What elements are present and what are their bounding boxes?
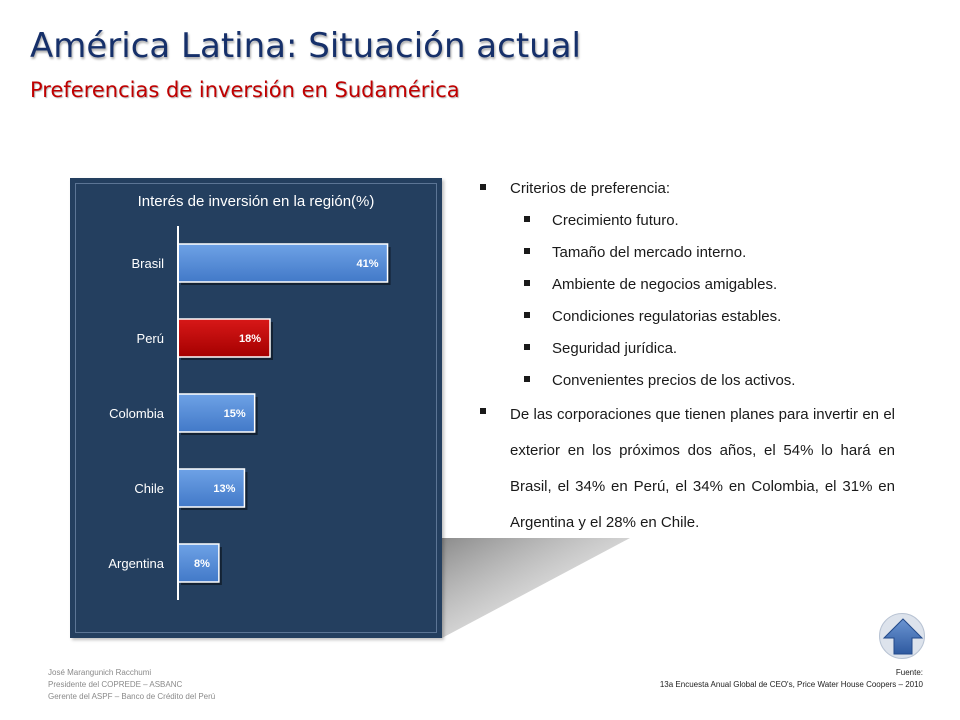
criteria-item-text: Crecimiento futuro.	[552, 212, 679, 229]
bar-perú	[177, 318, 271, 358]
criteria-item-text: Seguridad jurídica.	[552, 340, 678, 357]
bullet-square-icon	[480, 184, 486, 190]
criteria-item: Condiciones regulatorias estables.	[474, 301, 895, 333]
criteria-item: Crecimiento futuro.	[474, 205, 895, 237]
author-role-1: Presidente del COPREDE – ASBANC	[48, 680, 183, 689]
value-label: 15%	[224, 408, 246, 420]
value-label: 13%	[213, 483, 235, 495]
criteria-item-text: Convenientes precios de los activos.	[552, 372, 796, 389]
value-label: 41%	[357, 258, 379, 270]
value-label: 18%	[239, 333, 261, 345]
criteria-item: Ambiente de negocios amigables.	[474, 269, 895, 301]
author-name: José Marangunich Racchumi	[48, 668, 152, 677]
bar-colombia	[177, 393, 256, 433]
chart-panel: Interés de inversión en la región(%) Bra…	[70, 178, 442, 638]
criteria-heading: Criterios de preferencia:	[474, 173, 895, 205]
bar-chile	[177, 468, 246, 508]
page-title: América Latina: Situación actual	[30, 26, 581, 66]
criteria-list: Criterios de preferencia: Crecimiento fu…	[474, 173, 895, 541]
author-role-2: Gerente del ASPF – Banco de Crédito del …	[48, 692, 216, 701]
criteria-item-text: Condiciones regulatorias estables.	[552, 308, 782, 325]
criteria-item: Seguridad jurídica.	[474, 333, 895, 365]
bullet-square-icon	[524, 280, 530, 286]
source-note: Fuente: 13a Encuesta Anual Global de CEO…	[660, 667, 923, 691]
criteria-item: Tamaño del mercado interno.	[474, 237, 895, 269]
chart-title: Interés de inversión en la región(%)	[138, 193, 375, 210]
criteria-item-text: Ambiente de negocios amigables.	[552, 276, 778, 293]
bullet-square-icon	[524, 248, 530, 254]
page-subtitle: Preferencias de inversión en Sudamérica	[30, 78, 460, 102]
category-label: Brasil	[131, 256, 164, 271]
up-arrow-icon	[882, 618, 924, 655]
bullet-square-icon	[524, 216, 530, 222]
corporations-paragraph-text: De las corporaciones que tienen planes p…	[510, 406, 895, 531]
criteria-item: Convenientes precios de los activos.	[474, 365, 895, 397]
criteria-item-text: Tamaño del mercado interno.	[552, 244, 747, 261]
author-credits: José Marangunich Racchumi Presidente del…	[48, 667, 215, 703]
bullet-square-icon	[524, 312, 530, 318]
bar-brasil	[177, 243, 389, 283]
criteria-heading-text: Criterios de preferencia:	[510, 180, 671, 197]
category-label: Argentina	[108, 556, 164, 571]
category-label: Chile	[134, 481, 164, 496]
bullet-square-icon	[524, 376, 530, 382]
corporations-paragraph: De las corporaciones que tienen planes p…	[474, 397, 895, 541]
value-label: 8%	[194, 558, 210, 570]
bar-argentina	[177, 543, 220, 583]
category-label: Perú	[137, 331, 164, 346]
source-text: 13a Encuesta Anual Global de CEO's, Pric…	[659, 680, 923, 689]
bullet-square-icon	[524, 344, 530, 350]
bullet-square-icon	[480, 408, 486, 414]
nav-up-button[interactable]	[879, 613, 925, 659]
source-label: Fuente:	[895, 668, 923, 677]
bar-chart: Interés de inversión en la región(%) Bra…	[108, 193, 391, 600]
category-label: Colombia	[109, 406, 165, 421]
